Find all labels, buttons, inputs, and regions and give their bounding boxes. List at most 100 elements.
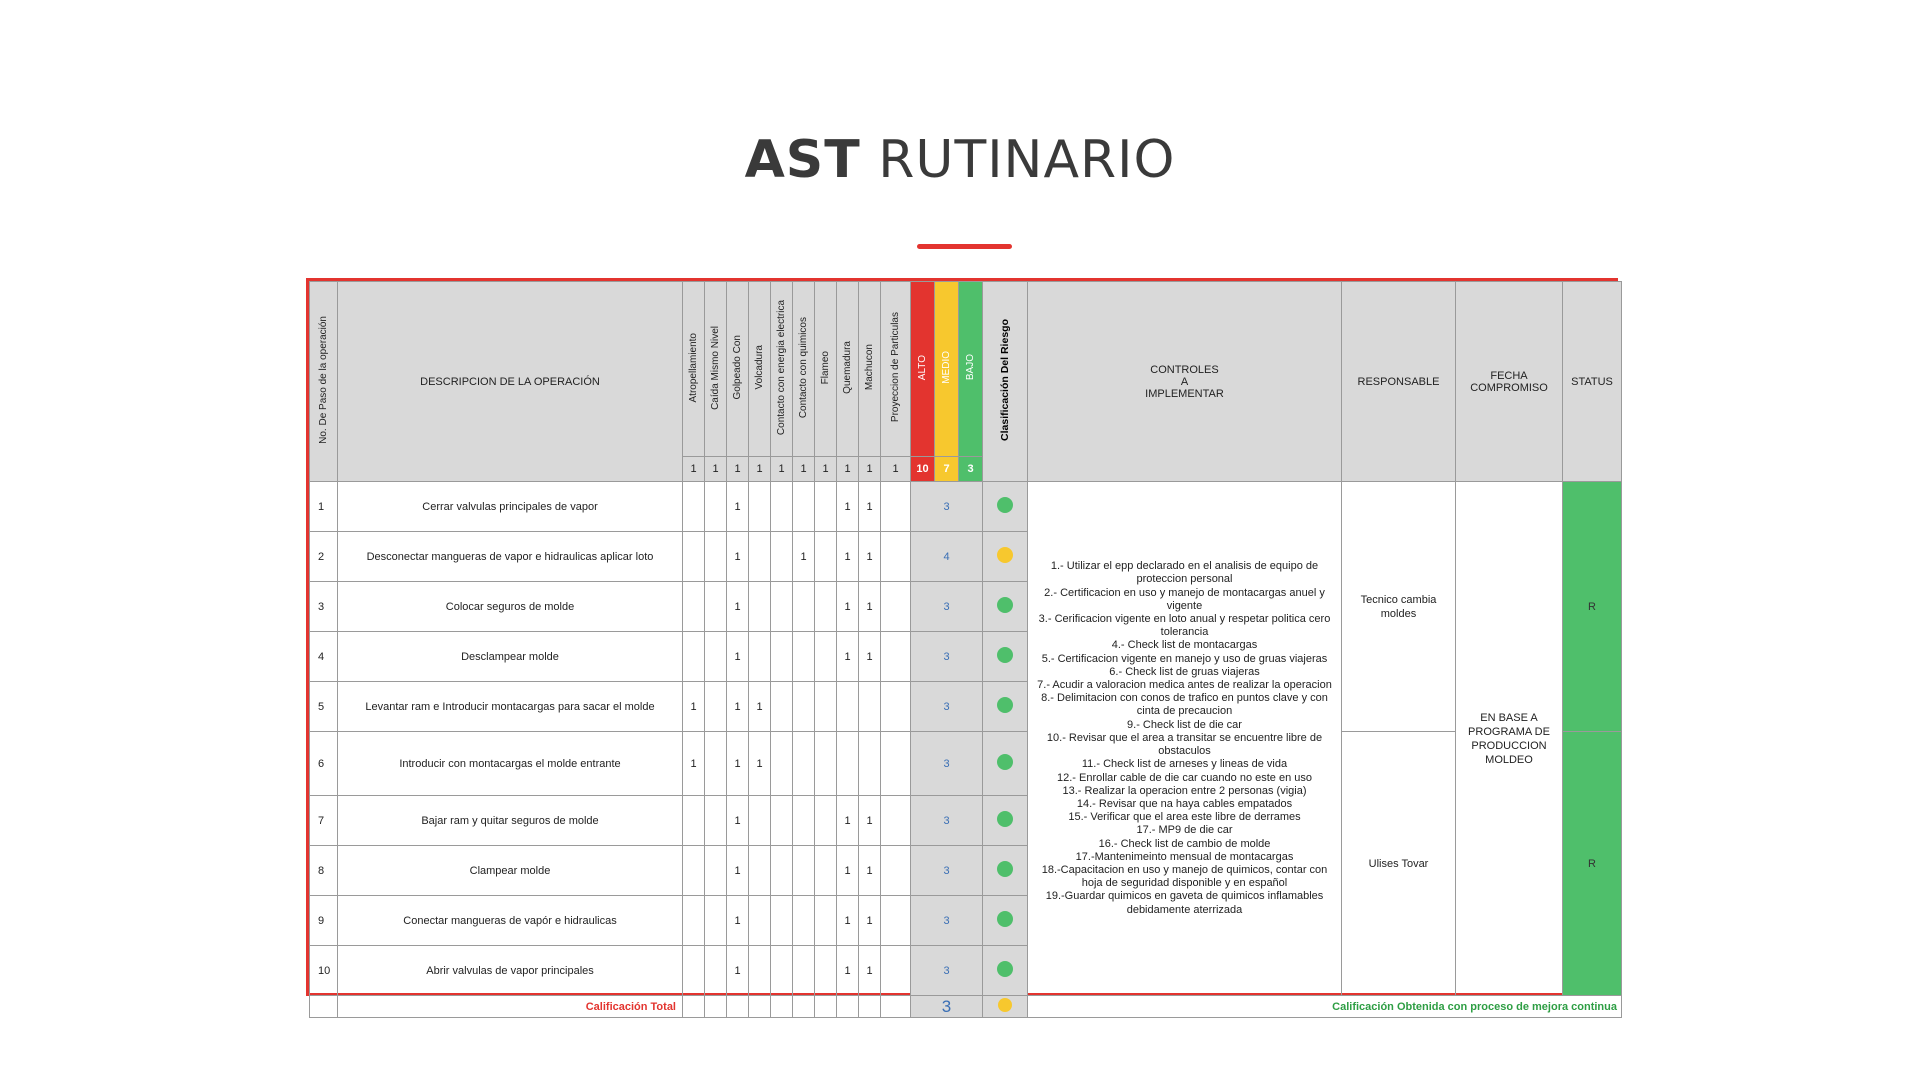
risk-mark <box>748 945 771 996</box>
risk-mark <box>858 731 881 796</box>
risk-mark <box>682 895 705 946</box>
risk-classification <box>982 581 1028 632</box>
risk-mark <box>704 631 727 682</box>
risk-weight: 1 <box>858 456 881 482</box>
risk-mark <box>814 845 837 896</box>
control-item: 17.-Mantenimeinto mensual de montacargas <box>1075 850 1294 863</box>
risk-dot-icon <box>997 754 1013 770</box>
operation-description: Bajar ram y quitar seguros de molde <box>337 795 683 846</box>
risk-mark <box>704 845 727 896</box>
risk-dot-icon <box>997 911 1013 927</box>
step-number: 2 <box>309 531 338 582</box>
risk-mark <box>770 581 793 632</box>
risk-mark <box>792 845 815 896</box>
control-item: 17.- MP9 de die car <box>1136 824 1233 837</box>
risk-mark <box>748 795 771 846</box>
risk-classification <box>982 945 1028 996</box>
risk-mark <box>770 795 793 846</box>
risk-mark: 1 <box>858 895 881 946</box>
risk-dot-icon <box>997 597 1013 613</box>
risk-mark <box>814 531 837 582</box>
risk-mark <box>792 895 815 946</box>
risk-score: 3 <box>910 681 983 732</box>
risk-mark <box>748 581 771 632</box>
risk-mark <box>880 731 911 796</box>
risk-mark <box>770 845 793 896</box>
total-label: Calificación Total <box>337 995 683 1018</box>
risk-mark: 1 <box>726 845 749 896</box>
risk-dot-icon <box>998 998 1012 1012</box>
risk-weight: 1 <box>792 456 815 482</box>
risk-weight: 1 <box>748 456 771 482</box>
risk-mark <box>814 681 837 732</box>
risk-mark: 1 <box>682 731 705 796</box>
risk-mark <box>770 631 793 682</box>
control-item: 11.- Check list de arneses y lineas de v… <box>1081 758 1288 771</box>
table-row: 10 Abrir valvulas de vapor principales 1 1 1… <box>309 945 1622 996</box>
header-classification: Clasificación Del Riesgo <box>982 281 1028 482</box>
risk-mark: 1 <box>748 681 771 732</box>
risk-mark: 1 <box>858 945 881 996</box>
risk-mark: 1 <box>858 481 881 532</box>
risk-mark <box>880 681 911 732</box>
risk-mark <box>792 631 815 682</box>
step-number: 8 <box>309 845 338 896</box>
risk-classification <box>982 631 1028 682</box>
risk-mark <box>880 581 911 632</box>
risk-mark <box>880 895 911 946</box>
control-item: 15.- Verificar que el area este libre de… <box>1068 811 1301 824</box>
risk-mark <box>682 531 705 582</box>
operation-description: Introducir con montacargas el molde entr… <box>337 731 683 796</box>
risk-mark <box>814 731 837 796</box>
header-description: DESCRIPCION DE LA OPERACIÓN <box>337 281 683 482</box>
risk-mark <box>704 795 727 846</box>
header-risk-3: Golpeado Con <box>726 281 749 457</box>
risk-mark <box>770 481 793 532</box>
risk-mark: 1 <box>858 631 881 682</box>
level-weight-bajo: 3 <box>958 456 983 482</box>
risk-score: 3 <box>910 731 983 796</box>
risk-mark <box>682 631 705 682</box>
risk-mark: 1 <box>726 631 749 682</box>
risk-mark <box>836 681 859 732</box>
header-risk-5: Contacto con energia electrica <box>770 281 793 457</box>
risk-mark <box>682 795 705 846</box>
control-item: 3.- Cerificacion vigente en loto anual y… <box>1038 613 1331 639</box>
step-number: 6 <box>309 731 338 796</box>
header-risk-8: Quemadura <box>836 281 859 457</box>
table-row: 3 Colocar seguros de molde 1 1 1 3 <box>309 581 1622 632</box>
header-risk-7: Flameo <box>814 281 837 457</box>
step-number: 4 <box>309 631 338 682</box>
risk-mark <box>880 795 911 846</box>
status-badge: R <box>1562 731 1622 996</box>
risk-score: 3 <box>910 795 983 846</box>
risk-mark <box>792 581 815 632</box>
operation-description: Conectar mangueras de vapór e hidraulica… <box>337 895 683 946</box>
operation-description: Colocar seguros de molde <box>337 581 683 632</box>
level-weight-alto: 10 <box>910 456 935 482</box>
operation-description: Desclampear molde <box>337 631 683 682</box>
risk-mark <box>880 531 911 582</box>
total-message: Calificación Obtenida con proceso de mej… <box>1027 995 1622 1018</box>
risk-mark <box>792 795 815 846</box>
header-risk-9: Machucon <box>858 281 881 457</box>
controls-list: 1.- Utilizar el epp declarado en el anal… <box>1027 481 1342 996</box>
risk-mark: 1 <box>726 481 749 532</box>
header-risk-6: Contacto con quimicos <box>792 281 815 457</box>
level-weight-medio: 7 <box>934 456 959 482</box>
total-classification <box>982 995 1028 1018</box>
control-item: 18.-Capacitacion en uso y manejo de quim… <box>1041 863 1328 890</box>
risk-mark <box>682 481 705 532</box>
title-bold: AST <box>744 130 861 190</box>
table-row: 6 Introducir con montacargas el molde ent… <box>309 731 1622 996</box>
risk-mark <box>704 731 727 796</box>
header-risk-1: Atropellamiento <box>682 281 705 457</box>
risk-dot-icon <box>997 811 1013 827</box>
risk-mark <box>682 581 705 632</box>
risk-mark <box>704 581 727 632</box>
risk-weight: 1 <box>770 456 793 482</box>
risk-mark <box>748 845 771 896</box>
risk-mark <box>792 945 815 996</box>
risk-mark: 1 <box>726 795 749 846</box>
risk-mark <box>792 481 815 532</box>
